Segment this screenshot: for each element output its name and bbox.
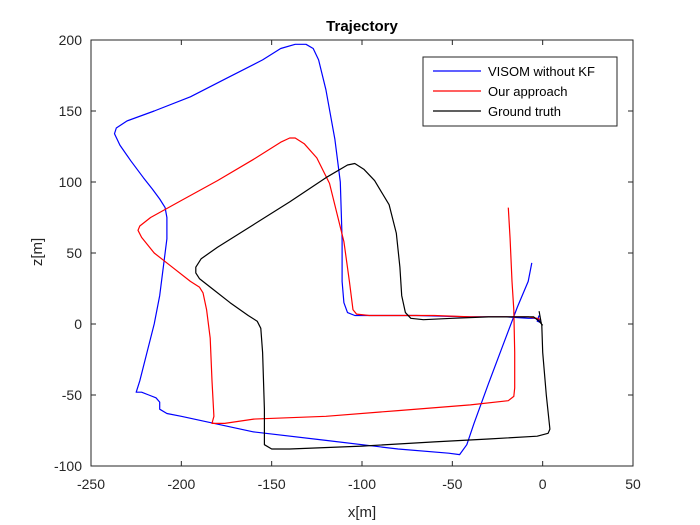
series-line-0 [113,43,542,456]
x-tick-label: 0 [539,476,547,492]
x-tick-label: -150 [258,476,286,492]
legend-label-0: VISOM without KF [488,64,595,79]
y-tick-label: 200 [59,32,83,48]
legend-label-2: Ground truth [488,104,561,119]
y-tick-label: 0 [74,316,82,332]
y-tick-label: -100 [54,458,82,474]
x-tick-label: -100 [348,476,376,492]
x-tick-label: -250 [77,476,105,492]
x-tick-label: -50 [442,476,462,492]
chart-title: Trajectory [326,18,398,35]
y-tick-label: 150 [59,103,83,119]
x-axis-label: x[m] [348,504,376,521]
series-line-1 [137,137,542,424]
x-tick-label: -200 [167,476,195,492]
y-tick-label: -50 [62,387,82,403]
series-line-2 [195,162,551,450]
y-tick-label: 50 [66,245,82,261]
y-tick-label: 100 [59,174,83,190]
legend-label-1: Our approach [488,84,568,99]
x-tick-label: 50 [625,476,641,492]
legend: VISOM without KF Our approach Ground truth [422,56,618,127]
y-axis-label: z[m] [29,238,46,266]
